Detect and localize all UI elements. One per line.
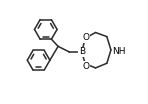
Text: O: O <box>83 62 90 71</box>
Text: B: B <box>79 48 85 56</box>
Text: O: O <box>83 33 90 42</box>
Text: NH: NH <box>112 48 126 56</box>
